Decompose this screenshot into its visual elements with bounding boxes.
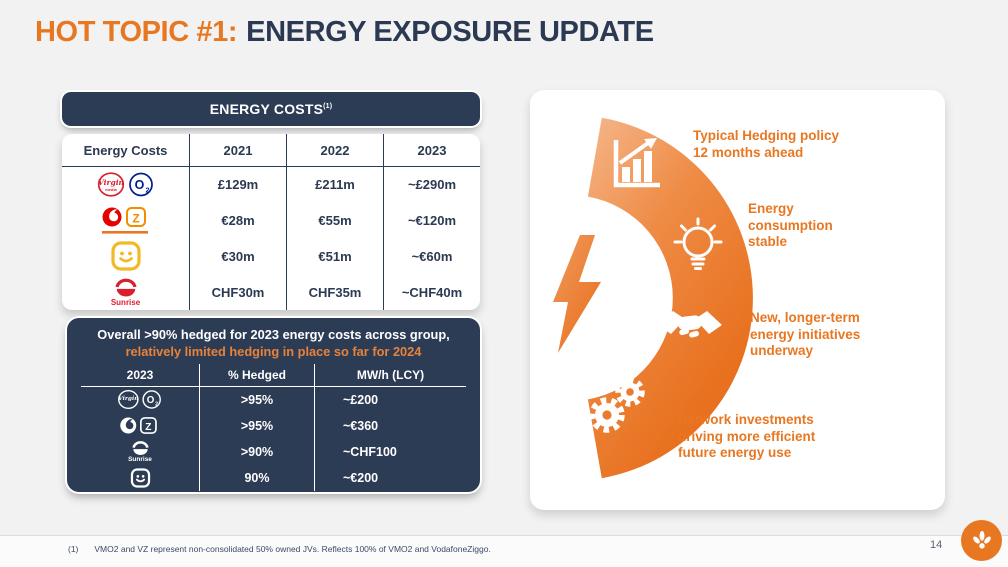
- table-cell: €51m: [286, 238, 383, 275]
- telenet-logo: [62, 239, 189, 275]
- vodafoneziggo-logo: Z: [62, 203, 189, 239]
- liberty-global-logo: [961, 520, 1002, 561]
- energy-costs-header-label: ENERGY COSTS: [209, 101, 324, 117]
- table-cell: €55m: [286, 202, 383, 239]
- svg-text:Z: Z: [132, 212, 139, 226]
- footer-strip: [0, 536, 1008, 567]
- table-cell: >95%: [199, 386, 314, 413]
- table-cell: £211m: [286, 167, 383, 203]
- table-cell: CHF35m: [286, 274, 383, 310]
- hedging-title-line2: relatively limited hedging in place so f…: [125, 343, 422, 359]
- table-cell: €30m: [189, 238, 286, 275]
- handshake-icon: [658, 311, 722, 338]
- virgin-media-o2-logo-white: Virgin O 2: [81, 387, 199, 413]
- table-cell: 90%: [199, 464, 314, 491]
- footnote-marker: (1): [68, 544, 79, 554]
- light-bulb-icon: [673, 217, 723, 270]
- footnote-reference: (1): [323, 102, 333, 110]
- column-header: % Hedged: [199, 363, 314, 387]
- column-header: 2023: [383, 134, 480, 167]
- bar-chart-growth-icon: [613, 138, 660, 188]
- highlight-network-investments: Network investments driving more efficie…: [678, 412, 816, 461]
- hedging-table: Overall >90% hedged for 2023 energy cost…: [67, 318, 480, 492]
- highlight-hedging-policy: Typical Hedging policy 12 months ahead: [693, 128, 840, 160]
- energy-costs-header: ENERGY COSTS (1): [62, 92, 480, 126]
- sunrise-logo-label: Sunrise: [128, 456, 152, 464]
- svg-text:Z: Z: [145, 422, 151, 433]
- table-cell: ~£290m: [383, 167, 480, 203]
- footnote: (1) VMO2 and VZ represent non-consolidate…: [68, 544, 491, 554]
- page-title-prefix: HOT TOPIC #1:: [35, 16, 238, 48]
- svg-text:2: 2: [155, 402, 158, 408]
- table-cell: ~€360: [314, 412, 466, 439]
- svg-text:O: O: [134, 178, 144, 192]
- sunrise-logo: Sunrise: [62, 274, 189, 310]
- highlight-consumption-stable: Energy consumption stable: [748, 201, 833, 250]
- svg-text:O: O: [147, 395, 155, 406]
- sunrise-logo-white: Sunrise: [81, 439, 199, 465]
- table-cell: ~CHF100: [314, 438, 466, 465]
- liberty-global-spark-icon: [972, 530, 991, 549]
- virgin-media-o2-logo: Virgin media O 2: [62, 167, 189, 203]
- column-header: 2022: [286, 134, 383, 167]
- page-title: HOT TOPIC #1: ENERGY EXPOSURE UPDATE: [35, 16, 654, 49]
- table-cell: ~€200: [314, 464, 466, 491]
- footer-divider: [0, 535, 1008, 536]
- table-cell: €28m: [189, 202, 286, 239]
- lightning-bolt-icon: [553, 235, 601, 353]
- footnote-text: VMO2 and VZ represent non-consolidated 5…: [94, 544, 491, 554]
- table-cell: ~€120m: [383, 202, 480, 239]
- energy-highlights-panel: Typical Hedging policy 12 months ahead E…: [530, 90, 945, 510]
- gears-icon: [589, 377, 645, 433]
- hedging-title-line1: Overall >90% hedged for 2023 energy cost…: [97, 327, 450, 342]
- table-cell: ~£200: [314, 386, 466, 413]
- vodafoneziggo-logo-white: Z: [81, 413, 199, 439]
- svg-text:media: media: [105, 187, 117, 192]
- energy-costs-table: Energy Costs 2021 2022 2023 Virgin media…: [62, 134, 480, 310]
- energy-infographic: [553, 117, 753, 479]
- table-cell: ~€60m: [383, 238, 480, 275]
- column-header: 2021: [189, 134, 286, 167]
- svg-text:2: 2: [145, 188, 149, 195]
- page-number: 14: [930, 539, 943, 551]
- table-cell: >90%: [199, 438, 314, 465]
- table-cell: £129m: [189, 167, 286, 203]
- hedging-title: Overall >90% hedged for 2023 energy cost…: [67, 318, 480, 361]
- highlight-energy-initiatives: New, longer-term energy initiatives unde…: [750, 310, 861, 359]
- svg-text:Virgin: Virgin: [97, 178, 123, 187]
- column-header: MW/h (LCY): [314, 363, 466, 387]
- table-cell: CHF30m: [189, 274, 286, 310]
- column-header: Energy Costs: [62, 134, 189, 167]
- telenet-logo-white: [81, 465, 199, 491]
- table-cell: >95%: [199, 412, 314, 439]
- table-cell: ~CHF40m: [383, 274, 480, 310]
- column-header: 2023: [81, 364, 199, 387]
- page-title-main: ENERGY EXPOSURE UPDATE: [246, 16, 654, 48]
- svg-text:Virgin: Virgin: [118, 396, 138, 402]
- sunrise-logo-label: Sunrise: [110, 298, 141, 308]
